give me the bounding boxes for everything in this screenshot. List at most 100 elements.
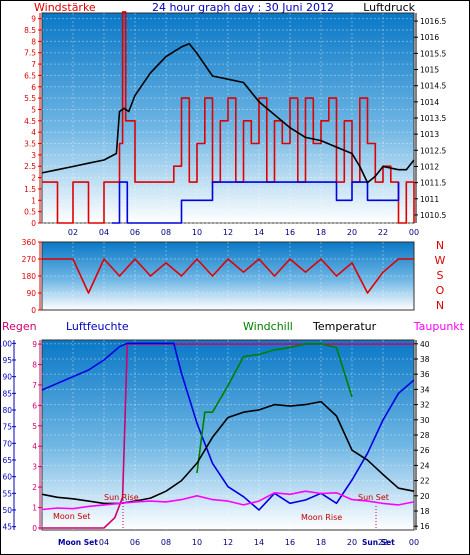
wind-title: Windstärke: [34, 1, 96, 14]
temp-humidity-plot-area: [41, 339, 415, 531]
temp-axis-tick-label: 34: [420, 385, 430, 394]
compass-label: N: [436, 299, 444, 312]
hour-label: 12: [223, 538, 233, 547]
pressure-axis-tick-label: 1012.5: [420, 146, 446, 155]
direction-axis-tick-label: 90: [26, 289, 36, 298]
temp-axis-tick-label: 30: [420, 416, 430, 425]
hour-label: 18: [316, 538, 326, 547]
wind-axis-tick-label: 7.5: [24, 49, 36, 58]
hour-label: 00: [409, 538, 419, 547]
wind-axis-tick-label: 1: [31, 196, 36, 205]
hour-label: 14: [254, 228, 264, 237]
temp-axis-tick-label: 16: [420, 522, 430, 531]
hour-label: 14: [254, 538, 264, 547]
wind-axis-tick-label: 0.5: [24, 208, 36, 217]
temp-axis-tick-label: 36: [420, 370, 430, 379]
pressure-axis-tick-label: 1010.5: [420, 211, 446, 220]
rain-title: Regen: [2, 320, 37, 333]
humidity-axis-tick-label: 70: [2, 439, 12, 448]
hour-label: 16: [285, 228, 295, 237]
hour-label: 10: [192, 538, 202, 547]
compass-label: W: [435, 254, 446, 267]
wind-axis-tick-label: 9: [31, 15, 36, 24]
hour-label: 00: [409, 228, 419, 237]
pressure-axis-tick-label: 1011: [420, 195, 439, 204]
humidity-title: Luftfeuchte: [66, 320, 129, 333]
pressure-axis-tick-label: 1014.5: [420, 82, 446, 91]
wind-direction-series: [42, 258, 414, 294]
temp-axis-tick-label: 20: [420, 492, 430, 501]
temp-humidity-series: [41, 342, 415, 529]
temp-axis-tick-label: 32: [420, 401, 430, 410]
humidity-axis-tick-label: 60: [2, 473, 12, 482]
wind-axis-tick-label: 2: [31, 174, 36, 183]
rain-axis-tick-label: 6: [32, 401, 37, 410]
temperature-line: [41, 400, 415, 505]
humidity-axis-tick-label: 95: [2, 356, 12, 365]
hour-label: 16: [285, 538, 295, 547]
rain-axis-tick-label: 8: [32, 361, 37, 370]
direction-axis-tick-label: 180: [22, 272, 37, 281]
hour-label: 06: [130, 228, 140, 237]
pressure-axis-tick-label: 1016.5: [420, 17, 446, 26]
rain-axis-tick-label: 7: [32, 381, 37, 390]
pressure-axis-tick-label: 1014: [420, 98, 439, 107]
wind-direction-line: [42, 258, 414, 294]
wind-axis-tick-label: 6.5: [24, 71, 36, 80]
rain-axis-tick-label: 2: [32, 483, 37, 492]
hour-label: 12: [223, 228, 233, 237]
wind-axis-tick-label: 8: [31, 37, 36, 46]
hour-label: 08: [161, 228, 171, 237]
hour-label: 18: [316, 228, 326, 237]
temp-axis-tick-label: 28: [420, 431, 430, 440]
wind-axis-tick-label: 7: [31, 60, 36, 69]
rain-axis-tick-label: 1: [32, 504, 37, 513]
temperature-title: Temperatur: [312, 320, 377, 333]
hour-label: 02: [68, 228, 78, 237]
hour-label: 04: [99, 538, 109, 547]
top-hour-labels: 02 04 06 08 10 12 14 16 18 20 22 00: [68, 228, 419, 237]
wind-pressure-series: [41, 11, 415, 224]
humidity-axis-tick-label: 50: [2, 506, 12, 515]
wind-axis-tick-label: 4.5: [24, 117, 36, 126]
pressure-axis-tick-label: 1011.5: [420, 179, 446, 188]
pressure-axis-tick-label: 1013.5: [420, 114, 446, 123]
pressure-axis-ticks: 1010.5 1011 1011.5 1012 1012.5 1013 1013.5 1014…: [414, 17, 446, 220]
rain-line: [42, 343, 414, 529]
hour-label: 10: [192, 228, 202, 237]
humidity-axis-tick-label: 65: [2, 456, 12, 465]
wind-axis-tick-label: 5: [31, 105, 36, 114]
temp-axis-tick-label: 40: [420, 340, 430, 349]
humidity-axis-tick-label: 85: [2, 389, 12, 398]
rain-axis-tick-label: 0: [32, 524, 37, 533]
pressure-axis-tick-label: 1016: [420, 33, 439, 42]
axis-moon-set-label: Moon Set: [58, 538, 98, 547]
humidity-axis-tick-label: 80: [2, 406, 12, 415]
direction-axis-tick-label: 0: [31, 306, 36, 315]
humidity-line: [41, 342, 415, 511]
wind-axis-tick-label: 0: [31, 219, 36, 228]
rain-axis-ticks: 0 1 2 3 4 5 6 7 8 9: [32, 340, 42, 533]
humidity-axis-ticks: 45 50 55 60 65 70 75 80 85 90 95 100: [0, 339, 16, 532]
wind-axis-tick-label: 5.5: [24, 94, 36, 103]
temp-axis-tick-label: 22: [420, 477, 430, 486]
temp-axis-tick-label: 26: [420, 446, 430, 455]
pressure-axis-tick-label: 1012: [420, 162, 439, 171]
sun-set-label: Sun Set: [358, 493, 389, 502]
direction-axis-tick-label: 360: [22, 238, 37, 247]
bottom-hour-labels: 04 06 08 10 12 14 16 18 20 22 00: [99, 538, 419, 547]
hour-label: 22: [378, 538, 388, 547]
humidity-axis-tick-label: 75: [2, 423, 12, 432]
wind-axis-tick-label: 6: [31, 83, 36, 92]
pressure-title: Luftdruck: [363, 1, 415, 14]
wind-axis-tick-label: 1.5: [24, 185, 36, 194]
hour-label: 20: [347, 538, 357, 547]
hour-label: 22: [378, 228, 388, 237]
pressure-axis-tick-label: 1015: [420, 66, 439, 75]
windchill-title: Windchill: [243, 320, 293, 333]
hour-label: 06: [130, 538, 140, 547]
pressure-axis-tick-label: 1013: [420, 130, 439, 139]
axis-sun-set-label: Sun Set: [362, 538, 395, 547]
wind-axis-tick-label: 8.5: [24, 26, 36, 35]
